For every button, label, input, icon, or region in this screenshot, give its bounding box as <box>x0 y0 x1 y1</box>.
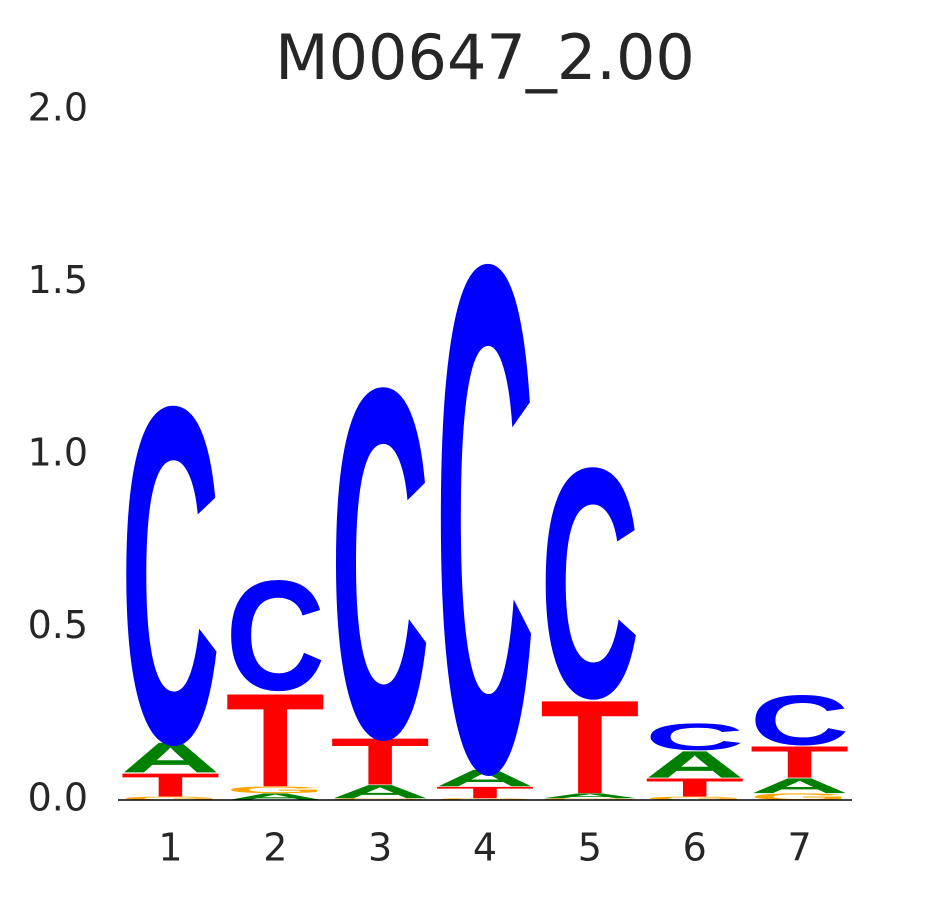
letter: T <box>645 773 745 802</box>
y-tick-label: 0.5 <box>28 603 88 647</box>
letter: G <box>540 798 640 801</box>
letter: C <box>540 401 640 767</box>
y-tick-label: 1.0 <box>28 431 88 475</box>
x-tick-label: 3 <box>368 826 392 870</box>
letter: T <box>750 737 850 787</box>
letter: A <box>750 774 850 798</box>
x-tick-label: 7 <box>787 826 811 870</box>
letter: T <box>330 725 430 799</box>
chart-title: M00647_2.00 <box>275 21 695 94</box>
x-tick-label: 6 <box>683 826 707 870</box>
y-tick-label: 2.0 <box>28 86 88 130</box>
letter: G <box>435 798 535 801</box>
letter: C <box>645 716 745 759</box>
letter: T <box>540 672 640 821</box>
letter: A <box>435 765 535 792</box>
y-tick-label: 1.5 <box>28 258 88 302</box>
letter: C <box>750 681 850 760</box>
letter: C <box>225 548 325 723</box>
letter: C <box>121 306 221 843</box>
letter: A <box>330 781 430 802</box>
x-tick-label: 1 <box>158 826 182 870</box>
letter: A <box>225 791 325 802</box>
letter: A <box>540 792 640 800</box>
y-tick-label: 0.0 <box>28 776 88 820</box>
letter: T <box>121 766 221 803</box>
letter: A <box>121 734 221 782</box>
letter: A <box>645 743 745 786</box>
x-tick-label: 4 <box>473 826 497 870</box>
letter: G <box>330 798 430 801</box>
x-tick-label: 2 <box>263 826 287 870</box>
letter: G <box>121 796 221 801</box>
letter: T <box>435 783 535 802</box>
letter: G <box>225 785 325 796</box>
letter: C <box>330 284 430 843</box>
letter: G <box>645 796 745 801</box>
letter: T <box>225 665 325 814</box>
letter: C <box>435 116 535 900</box>
letter: G <box>750 792 850 803</box>
x-tick-label: 5 <box>578 826 602 870</box>
